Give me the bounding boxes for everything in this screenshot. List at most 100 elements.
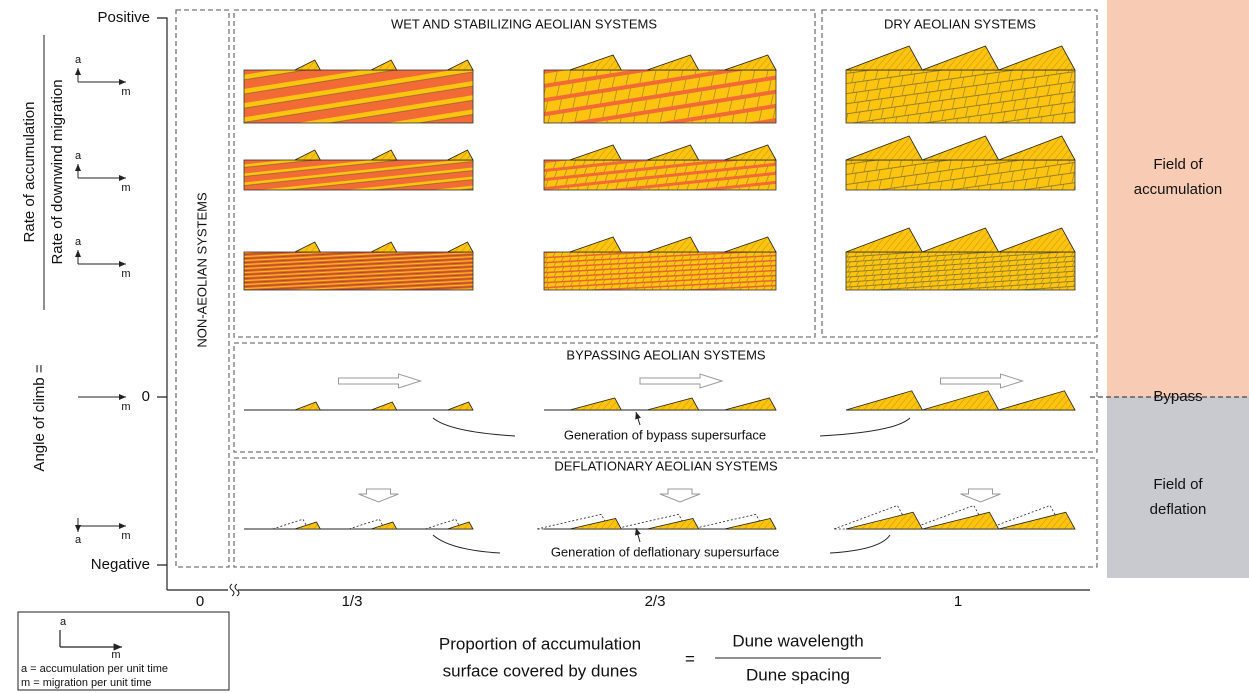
- dune: [569, 144, 623, 161]
- vector-label: m: [121, 268, 130, 280]
- dune: [922, 390, 1000, 411]
- dune: [294, 521, 322, 530]
- dune: [371, 59, 398, 71]
- x-label: Dune wavelength: [732, 631, 863, 650]
- vector-label: m: [121, 182, 130, 194]
- dune: [724, 144, 777, 161]
- dune: [998, 390, 1076, 411]
- migration-arrow: [338, 373, 423, 389]
- dune: [998, 135, 1076, 161]
- dune: [922, 227, 1000, 253]
- panel-title: DEFLATIONARY AEOLIAN SYSTEMS: [554, 458, 778, 473]
- y-label: Angle of climb =: [31, 364, 48, 471]
- vector-label: m: [121, 530, 130, 542]
- strata-block: [845, 159, 1076, 191]
- strata-block: [845, 69, 1076, 124]
- x-label: Proportion of accumulation: [439, 634, 641, 653]
- panel: [233, 342, 1098, 453]
- field-label: Field of: [1153, 476, 1203, 493]
- dune: [371, 521, 398, 530]
- x-label: =: [685, 649, 695, 668]
- panel-title: NON-AEOLIAN SYSTEMS: [194, 192, 209, 348]
- field-accumulation: [1107, 0, 1249, 397]
- y-tick-label: Negative: [91, 556, 150, 573]
- vector-label: a: [75, 54, 82, 66]
- dune: [569, 518, 623, 530]
- annotation-arrow: [432, 412, 911, 437]
- strata-block: [543, 69, 777, 124]
- legend-label: a: [60, 616, 67, 628]
- panel-title: DRY AEOLIAN SYSTEMS: [884, 16, 1036, 31]
- legend-text: m = migration per unit time: [21, 677, 152, 689]
- dune: [272, 518, 310, 530]
- y-tick-label: 0: [142, 388, 150, 405]
- dune: [922, 135, 1000, 161]
- panel: [233, 457, 1098, 568]
- field-label: deflation: [1150, 501, 1207, 518]
- annotation: Generation of deflationary supersurface: [551, 544, 779, 559]
- dune: [569, 236, 623, 253]
- legend-label: m: [111, 649, 120, 661]
- panel: [233, 9, 816, 338]
- dune: [294, 241, 322, 253]
- x-tick-label: 0: [196, 593, 204, 610]
- vector-label: a: [75, 236, 82, 248]
- panel-title: BYPASSING AEOLIAN SYSTEMS: [566, 347, 765, 362]
- vector-label: m: [121, 86, 130, 98]
- migration-arrow: [940, 373, 1025, 389]
- dune: [371, 241, 398, 253]
- x-label: Dune spacing: [746, 665, 850, 684]
- dune: [845, 390, 924, 411]
- dune: [447, 521, 474, 530]
- strata-block: [543, 159, 777, 191]
- x-label: surface covered by dunes: [443, 661, 638, 680]
- x-tick-label: 1: [954, 593, 962, 610]
- y-tick-label: Positive: [97, 9, 150, 26]
- panel-title: WET AND STABILIZING AEOLIAN SYSTEMS: [391, 16, 657, 31]
- dune: [537, 513, 611, 530]
- strata-block: [543, 251, 777, 291]
- dune: [294, 149, 322, 161]
- vector-label: m: [121, 401, 130, 413]
- dune: [371, 401, 398, 411]
- dune: [646, 54, 700, 71]
- dune: [724, 236, 777, 253]
- dune: [998, 511, 1076, 530]
- strata-block: [845, 251, 1076, 291]
- strata-block: [243, 69, 474, 124]
- dune: [724, 54, 777, 71]
- dune: [922, 511, 1000, 530]
- vector-label: a: [75, 534, 82, 546]
- dune: [998, 227, 1076, 253]
- dune: [569, 397, 623, 411]
- field-label: Bypass: [1153, 388, 1202, 405]
- dune: [647, 397, 700, 411]
- legend-vector: [59, 630, 122, 647]
- strata-block: [243, 251, 474, 291]
- field-deflation: [1107, 397, 1249, 578]
- y-axis: [157, 17, 168, 590]
- field-label: accumulation: [1134, 181, 1222, 198]
- field-label: Field of: [1153, 156, 1203, 173]
- annotation-arrow: [432, 528, 891, 554]
- y-label: Rate of downwind migration: [49, 79, 66, 264]
- dune: [998, 45, 1076, 71]
- annotation: Generation of bypass supersurface: [564, 427, 766, 442]
- x-tick-label: 1/3: [342, 593, 363, 610]
- dune: [646, 144, 700, 161]
- dune: [724, 518, 777, 530]
- vector-label: a: [75, 150, 82, 162]
- dune: [294, 59, 322, 71]
- dune: [447, 401, 474, 411]
- dune: [922, 45, 1000, 71]
- dune: [845, 227, 924, 253]
- dune: [691, 513, 765, 530]
- dune: [845, 135, 924, 161]
- x-tick-label: 2/3: [645, 593, 666, 610]
- dune: [724, 397, 777, 411]
- dune: [647, 518, 700, 530]
- dune: [569, 54, 623, 71]
- dune: [646, 236, 700, 253]
- dune: [348, 518, 386, 530]
